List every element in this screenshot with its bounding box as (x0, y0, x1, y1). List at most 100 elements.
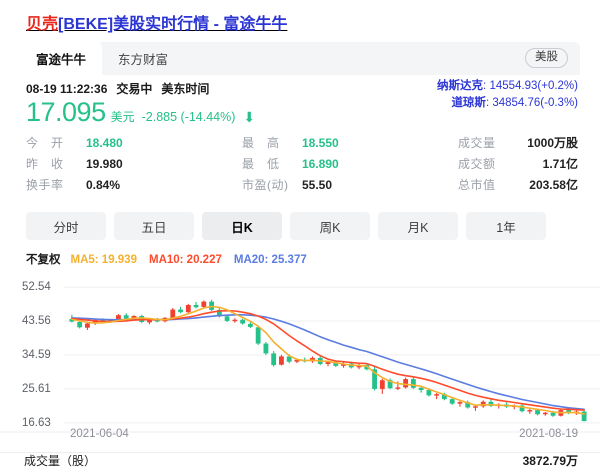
index-value-dow: 34854.76(-0.3%) (492, 97, 578, 109)
candlestick (209, 299, 214, 312)
stat-label: 市盈(动) (242, 178, 289, 192)
chart-date-range: 2021-06-04 2021-08-19 (0, 428, 600, 444)
candlestick (255, 325, 261, 346)
period-tab-3[interactable]: 周K (290, 212, 370, 240)
chart-y-tick-label: 16.63 (22, 416, 51, 429)
chart-y-tick-label: 25.61 (22, 382, 51, 395)
last-price: 17.095 (26, 97, 106, 127)
period-tab-5[interactable]: 1年 (466, 212, 546, 240)
stats-row: 今 开 18.480 最 高 18.550 成交量 1000万股 (0, 133, 600, 154)
quote-status: 交易中 (116, 82, 153, 96)
index-row-dow[interactable]: 道琼斯: 34854.76(-0.3%) (437, 95, 578, 112)
candlestick (465, 400, 471, 409)
quote-timezone: 美东时间 (161, 82, 210, 96)
candlestick (279, 354, 284, 366)
ma-legend: 不复权 MA5: 19.939 MA10: 20.227 MA20: 25.377 (26, 251, 319, 267)
stat-label: 昨 收 (26, 157, 64, 171)
ma5-legend: MA5: 19.939 (70, 254, 137, 266)
candlestick (372, 367, 377, 391)
candlestick (170, 308, 176, 319)
ma20-legend: MA20: 25.377 (233, 254, 307, 266)
period-tab-0[interactable]: 分时 (26, 212, 106, 240)
stat-label: 成交额 (458, 157, 496, 171)
quote-timestamp: 08-19 11:22:36 (26, 82, 108, 96)
index-value-nasdaq: 14554.93(+0.2%) (489, 80, 578, 92)
volume-row: 成交量（股） 3872.79万 (0, 452, 600, 470)
arrow-down-icon: ⬇ (243, 109, 256, 125)
stat-value: 18.550 (302, 136, 339, 150)
stat-label: 总市值 (458, 178, 496, 192)
stats-grid: 今 开 18.480 最 高 18.550 成交量 1000万股昨 收 19.980 最 低 1… (0, 133, 600, 196)
quote-timestamp-row: 08-19 11:22:36 交易中 美东时间 (26, 80, 218, 97)
page-title-stock-name[interactable]: 贝壳 (26, 16, 59, 33)
chart-date-start: 2021-06-04 (70, 428, 129, 440)
candlestick (581, 410, 587, 422)
candlestick (77, 320, 83, 329)
candlestick (224, 314, 230, 323)
candlestick (178, 306, 183, 314)
index-row-nasdaq[interactable]: 纳斯达克: 14554.93(+0.2%) (437, 78, 578, 95)
stat-value: 0.84% (86, 178, 121, 192)
candlestick (457, 401, 463, 407)
price-change: -2.885 (-14.44%) (141, 110, 236, 124)
period-tab-2[interactable]: 日K (202, 212, 282, 240)
index-sep: : (483, 80, 490, 92)
index-name-dow: 道琼斯 (451, 97, 486, 109)
candlestick (519, 404, 525, 413)
stat-value: 1.71亿 (542, 157, 578, 171)
candlestick (542, 411, 548, 416)
index-name-nasdaq: 纳斯达克 (437, 80, 484, 92)
period-tab-list: 分时 五日 日K 周K 月K 1年 (26, 212, 546, 240)
candlestick (193, 301, 199, 309)
chart-canvas (0, 286, 600, 433)
volume-value: 3872.79万 (522, 454, 578, 468)
stat-value: 16.890 (302, 157, 339, 171)
source-tab-1[interactable]: 东方财富 (118, 53, 169, 67)
chart-date-end: 2021-08-19 (519, 428, 578, 440)
candlestick (247, 322, 253, 329)
candlestick (488, 399, 494, 408)
candlestick (379, 378, 385, 394)
candlestick (527, 408, 533, 414)
market-badge: 美股 (525, 48, 568, 68)
candlestick (240, 318, 246, 325)
stat-label: 最 高 (242, 136, 280, 150)
source-tab-list: 富途牛牛 东方财富 (20, 42, 580, 75)
candlestick (387, 378, 393, 390)
price-currency: 美元 (110, 110, 135, 124)
page-title-rest[interactable]: [BEKE]美股实时行情 - 富途牛牛 (58, 16, 288, 33)
index-quotes: 纳斯达克: 14554.93(+0.2%) 道琼斯: 34854.76(-0.3… (437, 78, 578, 112)
candlestick (403, 377, 409, 389)
stat-label: 成交量 (458, 136, 496, 150)
chart-y-tick-label: 43.56 (22, 315, 51, 328)
candlestick (434, 393, 440, 400)
stats-row: 昨 收 19.980 最 低 16.890 成交额 1.71亿 (0, 154, 600, 175)
stats-row: 换手率 0.84% 市盈(动) 55.50 总市值 203.58亿 (0, 175, 600, 196)
volume-divider (0, 452, 600, 453)
source-tab-0[interactable]: 富途牛牛 (20, 42, 103, 75)
adjust-mode-label[interactable]: 不复权 (26, 254, 61, 266)
ma5-line (71, 305, 585, 415)
stat-label: 最 低 (242, 157, 280, 171)
candlestick (232, 318, 238, 323)
index-sep: : (485, 97, 493, 109)
candlestick (201, 300, 207, 309)
volume-label: 成交量（股） (24, 454, 97, 468)
candlestick (263, 342, 269, 355)
price-row: 17.095 美元 -2.885 (-14.44%) ⬇ (26, 97, 255, 127)
chart-y-tick-label: 34.59 (22, 348, 51, 361)
stat-value: 19.980 (86, 157, 123, 171)
stat-value: 55.50 (302, 178, 333, 192)
stat-label: 换手率 (26, 178, 64, 192)
period-tab-1[interactable]: 五日 (114, 212, 194, 240)
source-tabbar: 富途牛牛 东方财富 美股 (20, 42, 580, 75)
candlestick (92, 318, 98, 326)
candlestick (271, 351, 277, 367)
page-title: 贝壳[BEKE]美股实时行情 - 富途牛牛 (26, 10, 287, 34)
candlestick-chart[interactable]: 52.54 43.56 34.59 25.61 16.63 (0, 268, 600, 433)
period-tab-4[interactable]: 月K (378, 212, 458, 240)
chart-y-tick-label: 52.54 (22, 281, 51, 294)
stat-label: 今 开 (26, 136, 64, 150)
candlestick (410, 377, 416, 389)
